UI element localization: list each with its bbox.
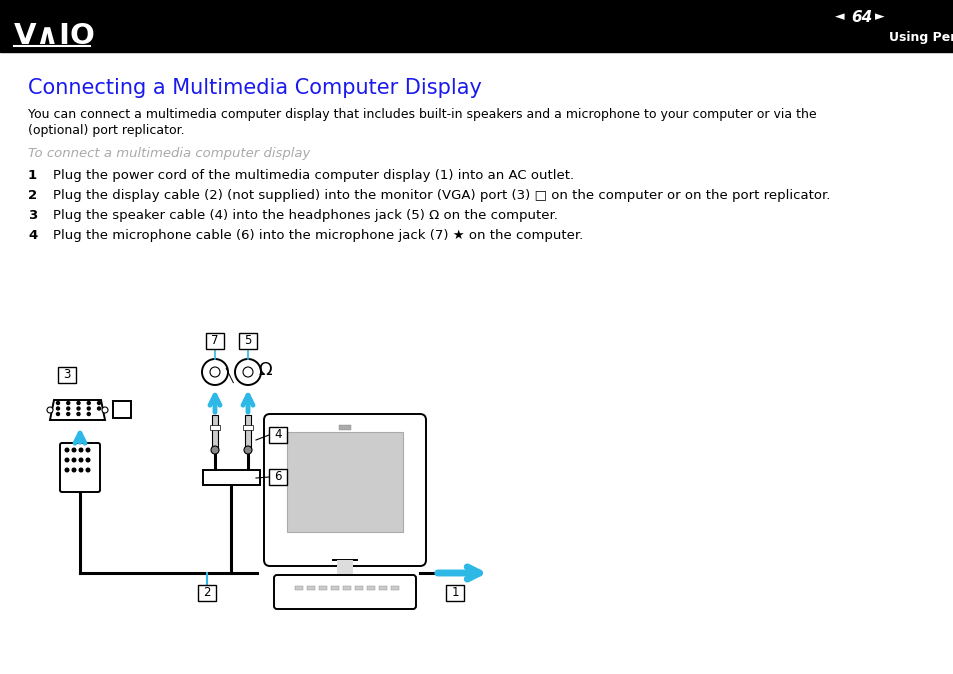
Text: 1: 1: [451, 586, 458, 599]
Bar: [338, 425, 351, 430]
Bar: [58, 367, 76, 383]
Text: You can connect a multimedia computer display that includes built-in speakers an: You can connect a multimedia computer di…: [28, 108, 816, 121]
Bar: [391, 586, 398, 590]
FancyBboxPatch shape: [60, 443, 100, 492]
Circle shape: [102, 407, 108, 413]
Circle shape: [86, 458, 90, 462]
Text: Plug the microphone cable (6) into the microphone jack (7) ★ on the computer.: Plug the microphone cable (6) into the m…: [53, 229, 582, 242]
Circle shape: [72, 468, 75, 472]
Bar: [378, 586, 387, 590]
Bar: [336, 560, 353, 578]
Bar: [0, 0, 953, 52]
Text: Ω: Ω: [258, 361, 272, 379]
Bar: [287, 432, 402, 532]
Bar: [318, 586, 327, 590]
Circle shape: [67, 412, 70, 415]
Circle shape: [56, 407, 59, 410]
Circle shape: [67, 407, 70, 410]
Bar: [112, 401, 131, 418]
Circle shape: [72, 448, 75, 452]
Text: 3: 3: [28, 209, 37, 222]
Text: 4: 4: [274, 429, 281, 441]
Bar: [206, 333, 224, 349]
Bar: [212, 415, 218, 450]
Text: ╲: ╲: [225, 367, 233, 383]
Circle shape: [77, 412, 80, 415]
Circle shape: [87, 407, 91, 410]
Circle shape: [67, 402, 70, 404]
Circle shape: [65, 468, 69, 472]
Circle shape: [56, 412, 59, 415]
Text: To connect a multimedia computer display: To connect a multimedia computer display: [28, 147, 310, 160]
Bar: [245, 415, 251, 450]
Text: Plug the speaker cable (4) into the headphones jack (5) Ω on the computer.: Plug the speaker cable (4) into the head…: [53, 209, 558, 222]
Text: 3: 3: [63, 369, 71, 381]
Bar: [239, 333, 256, 349]
Text: 1: 1: [28, 169, 37, 182]
Circle shape: [72, 458, 75, 462]
Text: 4: 4: [28, 229, 37, 242]
Circle shape: [244, 446, 252, 454]
Circle shape: [79, 458, 83, 462]
Text: (optional) port replicator.: (optional) port replicator.: [28, 124, 185, 137]
Circle shape: [47, 407, 53, 413]
Bar: [343, 586, 351, 590]
Bar: [198, 585, 215, 601]
Text: V∧IO: V∧IO: [14, 22, 95, 50]
Text: 7: 7: [211, 334, 218, 348]
Circle shape: [87, 402, 91, 404]
Text: 5: 5: [244, 334, 252, 348]
Bar: [367, 586, 375, 590]
Circle shape: [79, 448, 83, 452]
Circle shape: [87, 412, 91, 415]
Circle shape: [243, 367, 253, 377]
Text: Connecting a Multimedia Computer Display: Connecting a Multimedia Computer Display: [28, 78, 481, 98]
Bar: [243, 425, 253, 430]
Circle shape: [86, 468, 90, 472]
Polygon shape: [50, 400, 105, 420]
Circle shape: [210, 367, 220, 377]
Text: ►: ►: [874, 11, 883, 24]
Circle shape: [86, 448, 90, 452]
Bar: [210, 425, 220, 430]
Text: 64: 64: [850, 9, 871, 24]
Circle shape: [97, 402, 100, 404]
Text: 6: 6: [274, 470, 281, 483]
FancyBboxPatch shape: [264, 414, 426, 566]
Text: 2: 2: [28, 189, 37, 202]
Bar: [331, 586, 338, 590]
Circle shape: [77, 402, 80, 404]
Bar: [355, 586, 363, 590]
Bar: [269, 427, 287, 443]
Circle shape: [234, 359, 261, 385]
Text: 2: 2: [203, 586, 211, 599]
Circle shape: [211, 446, 219, 454]
Text: Using Peripheral Devices: Using Peripheral Devices: [888, 30, 953, 44]
Circle shape: [97, 407, 100, 410]
Circle shape: [77, 407, 80, 410]
Bar: [294, 586, 303, 590]
Text: Plug the display cable (2) (not supplied) into the monitor (VGA) port (3) □ on t: Plug the display cable (2) (not supplied…: [53, 189, 829, 202]
Text: ◄: ◄: [834, 11, 843, 24]
Circle shape: [65, 458, 69, 462]
Bar: [446, 585, 463, 601]
Text: Plug the power cord of the multimedia computer display (1) into an AC outlet.: Plug the power cord of the multimedia co…: [53, 169, 574, 182]
Bar: [269, 469, 287, 485]
Bar: [203, 470, 260, 485]
Circle shape: [79, 468, 83, 472]
Bar: [307, 586, 314, 590]
Circle shape: [56, 402, 59, 404]
Circle shape: [65, 448, 69, 452]
Circle shape: [202, 359, 228, 385]
FancyBboxPatch shape: [274, 575, 416, 609]
